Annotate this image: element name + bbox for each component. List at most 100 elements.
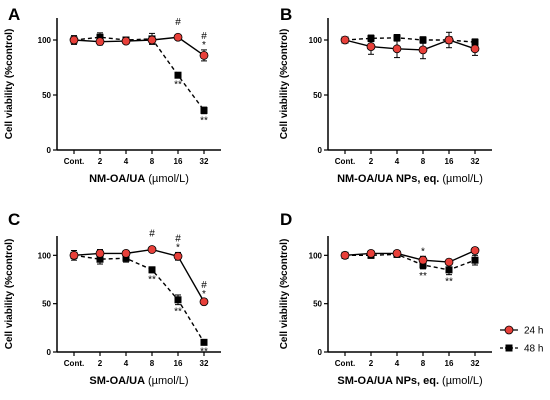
panel-letter: A [8, 5, 20, 24]
x-axis-label: SM-OA/UA [89, 375, 145, 387]
series-line-48h [73, 36, 205, 111]
data-point-48h [445, 266, 453, 274]
data-point-24h [392, 248, 402, 258]
data-point-24h [470, 246, 480, 255]
y-tick-label: 0 [47, 146, 52, 155]
annotation-48h: ** [148, 275, 156, 286]
data-point-48h [393, 34, 401, 42]
data-point-24h [69, 35, 79, 45]
y-tick-label: 100 [309, 251, 323, 260]
y-tick-label: 0 [318, 146, 323, 155]
x-axis-title: NM-OA/UA NPs, eq. (µmol/L) [337, 173, 483, 185]
x-axis-unit: (µmol/L) [442, 375, 483, 387]
y-axis-title: Cell viability (%control) [4, 239, 15, 350]
data-point-24h [444, 257, 454, 267]
annotation-24h: * [176, 242, 180, 253]
annotation-48h: ** [419, 271, 427, 282]
annotation-24h: # [201, 280, 207, 291]
x-tick-label: 2 [369, 157, 374, 166]
data-point-24h [95, 37, 105, 47]
x-tick-label: 32 [200, 157, 209, 166]
data-point-48h [200, 106, 208, 114]
annotation-48h: ** [445, 277, 453, 288]
data-point-48h [174, 71, 182, 79]
y-axis-title: Cell viability (%control) [279, 239, 290, 350]
y-tick-label: 50 [313, 91, 322, 100]
y-tick-label: 50 [42, 300, 51, 309]
x-axis-label: NM-OA/UA NPs, eq. [337, 173, 439, 185]
series-line-48h [73, 254, 205, 343]
annotation-24h: # [201, 31, 207, 42]
y-tick-label: 0 [47, 348, 52, 357]
annotation-24h: # [175, 233, 181, 244]
data-point-24h [199, 297, 209, 307]
data-point-24h [340, 35, 350, 45]
y-tick-label: 0 [318, 348, 323, 357]
annotation-24h: * [421, 246, 425, 257]
x-tick-label: 8 [421, 359, 426, 368]
y-axis-title: Cell viability (%control) [4, 29, 15, 140]
x-tick-label: 32 [471, 157, 480, 166]
panel-letter: D [280, 210, 292, 229]
data-point-24h [147, 35, 157, 45]
legend: 24 h 48 h [500, 326, 543, 355]
x-tick-label: 16 [445, 157, 454, 166]
data-point-48h [96, 33, 104, 41]
x-tick-label: 4 [124, 359, 129, 368]
x-tick-label: 8 [150, 157, 155, 166]
y-tick-label: 50 [313, 300, 322, 309]
x-tick-label: 32 [200, 359, 209, 368]
legend-label: 24 h [524, 326, 543, 337]
x-tick-label: 4 [124, 157, 129, 166]
y-tick-label: 50 [42, 91, 51, 100]
annotation-24h: * [202, 289, 206, 300]
data-point-48h [367, 34, 375, 42]
series-line-24h [73, 36, 205, 56]
data-point-48h [419, 261, 427, 269]
data-point-24h [366, 42, 376, 51]
annotation-48h: ** [174, 79, 182, 90]
x-axis-title: SM-OA/UA NPs, eq. (µmol/L) [337, 375, 482, 387]
data-point-48h [122, 254, 130, 262]
data-point-24h [95, 248, 105, 258]
x-axis-unit: (µmol/L) [442, 173, 483, 185]
legend-marker-square [505, 344, 513, 352]
legend-label: 48 h [524, 344, 543, 355]
annotation-24h: # [149, 229, 155, 240]
panel-letter: C [8, 210, 20, 229]
data-point-24h [121, 248, 131, 258]
annotation-24h: # [175, 17, 181, 28]
x-axis-label: NM-OA/UA [89, 173, 145, 185]
x-tick-label: 4 [395, 359, 400, 368]
chart-panel-a: A 0 50 100 Cont. 2 4 8 16 32 NM-OA/UA (µmol/L) Cell … [4, 5, 221, 185]
data-point-48h [148, 266, 156, 274]
x-tick-label: Cont. [335, 359, 355, 368]
x-axis-unit: (µmol/L) [148, 375, 189, 387]
data-point-24h [392, 44, 402, 54]
chart-panel-d: D 0 50 100 Cont. 2 4 8 16 32 SM-OA/UA NPs, eq. (µmo… [279, 210, 492, 387]
x-axis-label: SM-OA/UA NPs, eq. [337, 375, 439, 387]
x-tick-label: 4 [395, 157, 400, 166]
x-axis-title: SM-OA/UA (µmol/L) [89, 375, 188, 387]
x-tick-label: Cont. [335, 157, 355, 166]
y-tick-label: 100 [38, 36, 52, 45]
y-tick-label: 100 [309, 36, 323, 45]
data-point-24h [340, 250, 350, 260]
x-tick-label: 16 [445, 359, 454, 368]
x-tick-label: 8 [421, 157, 426, 166]
data-point-24h [69, 250, 79, 260]
data-point-48h [419, 36, 427, 44]
chart-panel-c: C 0 50 100 Cont. 2 4 8 16 32 SM-OA/UA (µmol/L) Cell … [4, 210, 221, 387]
data-point-24h [418, 45, 428, 55]
data-point-24h [199, 51, 209, 60]
data-point-24h [121, 36, 131, 46]
data-point-24h [173, 32, 183, 42]
x-tick-label: Cont. [64, 157, 84, 166]
x-axis-unit: (µmol/L) [148, 173, 189, 185]
data-point-24h [173, 251, 183, 261]
series-line-48h [345, 253, 476, 271]
chart-panel-b: B 0 50 100 Cont. 2 4 8 16 32 NM-OA/UA NPs, eq. (µmo… [279, 5, 492, 185]
annotation-48h: ** [200, 116, 208, 127]
series-line-24h [344, 39, 476, 51]
x-tick-label: 16 [174, 157, 183, 166]
